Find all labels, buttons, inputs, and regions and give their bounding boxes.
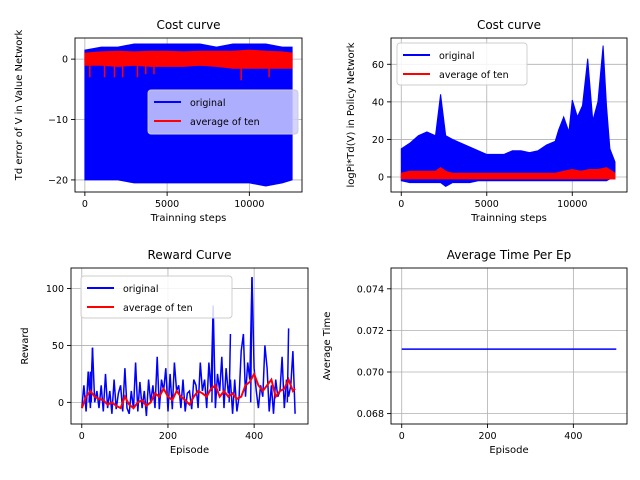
series-original-peak (211, 305, 214, 403)
x-tick-label: 0 (82, 199, 88, 210)
legend: original average of ten (147, 89, 299, 135)
y-axis-label: Average Time (322, 312, 333, 381)
series-average-of-ten-band (400, 166, 616, 180)
series-original (81, 277, 296, 417)
chart-panel-4: 0 200 400 0.068 0.070 0.072 0.074 Average Time … (322, 248, 628, 456)
axes-frame (74, 37, 303, 193)
y-axis-label: Reward (20, 327, 31, 364)
x-tick-label: 200 (159, 431, 177, 442)
legend-label: average of ten (123, 303, 193, 314)
y-tick-label: 40 (372, 97, 384, 108)
plot-area (80, 277, 296, 417)
legend-label: average of ten (439, 70, 509, 81)
chart-title: Reward Curve (148, 248, 232, 262)
x-tick-label: 10000 (234, 199, 264, 210)
y-axis-label: Td error of V in Value Network (14, 30, 25, 182)
y-tick-label: 0 (378, 172, 384, 183)
y-tick-label: 60 (372, 60, 384, 71)
y-tick-label: 0.068 (357, 409, 384, 420)
x-axis-label: Episode (170, 445, 209, 456)
x-tick-label: 5000 (155, 199, 179, 210)
x-tick-label: 0 (399, 431, 405, 442)
series-original-peak (88, 371, 92, 403)
chart-panel-3: 0 200 400 0 50 100 Reward Curve Episode Reward or… (20, 248, 309, 456)
y-tick-label: −20 (48, 175, 68, 186)
y-tick-label: 20 (372, 135, 384, 146)
axes-frame (390, 267, 628, 425)
y-tick-label: 0 (62, 55, 68, 66)
plot-area (400, 45, 616, 187)
chart-panel-2: 0 5000 10000 0 20 40 60 Cost curve Trainning ste… (346, 18, 628, 224)
series-average-of-ten (80, 371, 296, 410)
x-tick-label: 5000 (475, 199, 499, 210)
x-axis-label: Trainning steps (470, 213, 547, 224)
x-tick-label: 400 (245, 431, 263, 442)
legend-box (80, 275, 233, 319)
x-axis-label: Episode (489, 445, 528, 456)
x-tick-label: 0 (398, 199, 404, 210)
x-tick-label: 0 (79, 431, 85, 442)
x-axis-label: Trainning steps (150, 213, 227, 224)
y-tick-label: 0.070 (357, 368, 384, 379)
legend: original average of ten (396, 42, 528, 86)
y-axis-label: logPi*Td(V) in Policy Network (346, 42, 357, 187)
chart-panel-1: 0 5000 10000 −20 −10 0 Cost curve Trainning ste… (14, 18, 303, 224)
y-tick-label: 0.072 (357, 326, 384, 337)
x-tick-label: 400 (564, 431, 582, 442)
legend-box (147, 89, 299, 135)
chart-title: Cost curve (477, 18, 541, 32)
legend-label: average of ten (190, 117, 260, 128)
axes-frame (70, 267, 309, 425)
series-original-peak (286, 328, 290, 403)
legend: original average of ten (80, 275, 233, 319)
y-tick-label: 50 (52, 341, 64, 352)
y-tick-label: 100 (46, 284, 64, 295)
y-tick-label: −10 (48, 115, 68, 126)
chart-title: Cost curve (156, 18, 220, 32)
legend-label: original (439, 51, 475, 62)
legend-label: original (190, 98, 226, 109)
axes-frame (390, 37, 628, 193)
x-tick-label: 10000 (557, 199, 587, 210)
x-tick-label: 200 (478, 431, 496, 442)
chart-title: Average Time Per Ep (447, 248, 571, 262)
y-tick-label: 0.074 (357, 284, 384, 295)
legend-label: original (123, 284, 159, 295)
y-tick-label: 0 (58, 398, 64, 409)
series-original-peak (228, 334, 232, 403)
series-average-of-ten-band (84, 49, 293, 69)
